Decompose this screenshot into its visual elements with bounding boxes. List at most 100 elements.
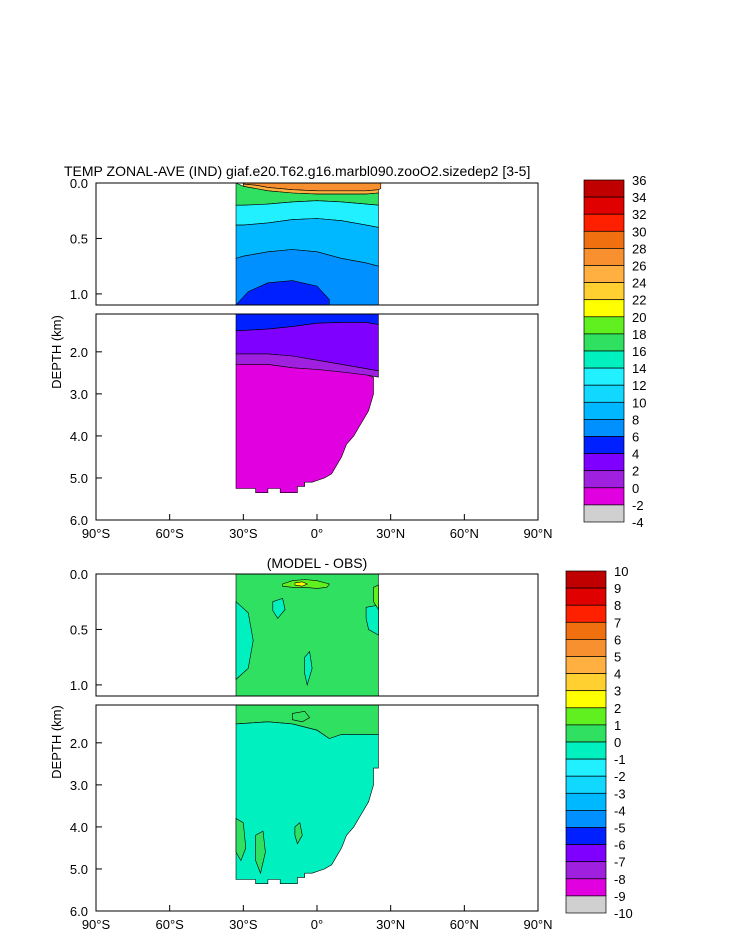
colorbar-label: -8 (614, 872, 626, 887)
colorbar-swatch (583, 248, 625, 266)
region-1 (255, 830, 266, 875)
y-tick-label: 2.0 (70, 736, 88, 751)
chart-title: (MODEL - OBS) (267, 555, 368, 571)
colorbar-swatch (583, 265, 625, 283)
x-tick-label: 0° (311, 917, 323, 932)
region-3 (294, 581, 308, 587)
colorbar-label: 10 (614, 564, 628, 579)
y-tick-label: 0.5 (70, 622, 88, 637)
colorbar-label: -6 (614, 838, 626, 853)
region-0 (304, 650, 313, 687)
colorbar-label: -4 (632, 515, 644, 530)
colorbar-label: 14 (632, 361, 646, 376)
region-0 (272, 598, 286, 619)
lower-panel-regions (235, 705, 379, 885)
colorbar-label: 0 (614, 735, 621, 750)
y-tick-label: 3.0 (70, 778, 88, 793)
colorbar-label: 30 (632, 224, 646, 239)
x-tick-label: 30°S (229, 526, 258, 541)
region-1 (294, 822, 303, 845)
colorbar-swatch (565, 775, 607, 794)
colorbar-swatch (565, 604, 607, 623)
colorbar-swatch (583, 299, 625, 318)
y-tick-label: 5.0 (70, 471, 88, 486)
colorbar-swatch (565, 690, 607, 709)
colorbar-swatch (583, 401, 625, 420)
colorbar-swatch (583, 453, 625, 472)
x-axis-ticks: 90°S 60°S 30°S 0° 30°N 60°N 90°N (82, 905, 553, 932)
colorbar-label: -1 (614, 752, 626, 767)
colorbar-swatch (583, 333, 625, 352)
colorbar-label: 2 (632, 464, 639, 479)
region-2 (373, 584, 379, 611)
x-tick-label: 30°S (229, 917, 258, 932)
colorbar-label: 6 (614, 632, 621, 647)
colorbar-swatch (565, 587, 607, 606)
colorbar-label: 32 (632, 207, 646, 222)
colorbar-label: 6 (632, 430, 639, 445)
colorbar-label: 9 (614, 581, 621, 596)
y-axis-label: DEPTH (km) (49, 315, 64, 389)
upper-panel-frame (95, 573, 539, 697)
colorbar-label: 4 (614, 667, 621, 682)
colorbar-swatch (583, 367, 625, 386)
y-tick-label: 0.5 (70, 231, 88, 246)
x-tick-label: 60°N (450, 917, 479, 932)
region-6 (235, 280, 330, 305)
diff-chart: (MODEL - OBS) DEPTH (km) 0.0 0.5 1.0 2.0 3.… (49, 555, 633, 932)
colorbar-swatch (565, 724, 607, 743)
colorbar-swatch (583, 504, 625, 523)
colorbar-label: 36 (632, 173, 646, 188)
upper-panel-y-ticks: 0.0 0.5 1.0 (70, 567, 102, 693)
colorbar-label: 26 (632, 259, 646, 274)
colorbar-label: -4 (614, 803, 626, 818)
y-tick-label: 4.0 (70, 820, 88, 835)
colorbar-label: 16 (632, 344, 646, 359)
chart-title: TEMP ZONAL-AVE (IND) giaf.e20.T62.g16.ma… (64, 163, 530, 179)
region-0 (235, 364, 374, 494)
y-tick-label: 3.0 (70, 387, 88, 402)
x-axis-ticks: 90°S 60°S 30°S 0° 30°N 60°N 90°N (82, 514, 553, 541)
colorbar-swatch (565, 895, 607, 914)
colorbar-swatch (583, 350, 625, 369)
colorbar-swatch (565, 792, 607, 811)
y-tick-label: 6.0 (70, 904, 88, 919)
colorbar-label: 0 (632, 481, 639, 496)
region-1 (292, 710, 311, 723)
x-tick-label: 90°N (523, 917, 552, 932)
x-tick-label: 30°N (376, 917, 405, 932)
colorbar-label: 1 (614, 718, 621, 733)
y-tick-label: 2.0 (70, 345, 88, 360)
colorbar-label: -2 (614, 769, 626, 784)
x-tick-label: 60°N (450, 526, 479, 541)
y-tick-label: 0.0 (70, 176, 88, 191)
x-tick-label: 90°N (523, 526, 552, 541)
colorbar-swatch (583, 487, 625, 506)
colorbar-label: -3 (614, 786, 626, 801)
colorbar-swatch (583, 316, 625, 335)
colorbar-label: 5 (614, 650, 621, 665)
upper-panel-regions (235, 574, 379, 696)
colorbar-label: 20 (632, 310, 646, 325)
upper-panel-regions (235, 183, 382, 305)
colorbar-label: -10 (614, 906, 633, 921)
colorbar-swatch (565, 639, 607, 657)
colorbar-swatch (565, 656, 607, 674)
colorbar-swatch (583, 384, 625, 403)
colorbar-label: 4 (632, 447, 639, 462)
region-0 (235, 721, 379, 885)
upper-panel-y-ticks: 0.0 0.5 1.0 (70, 176, 102, 302)
colorbar-swatch (565, 844, 607, 863)
colorbar-swatch (583, 470, 625, 489)
colorbar-swatch (565, 827, 607, 845)
y-tick-label: 1.0 (70, 678, 88, 693)
colorbar-swatch (565, 707, 607, 726)
x-tick-label: 30°N (376, 526, 405, 541)
colorbar-label: 7 (614, 615, 621, 630)
colorbar-swatch (565, 621, 607, 640)
colorbar-label: -5 (614, 821, 626, 836)
colorbar-label: 22 (632, 293, 646, 308)
